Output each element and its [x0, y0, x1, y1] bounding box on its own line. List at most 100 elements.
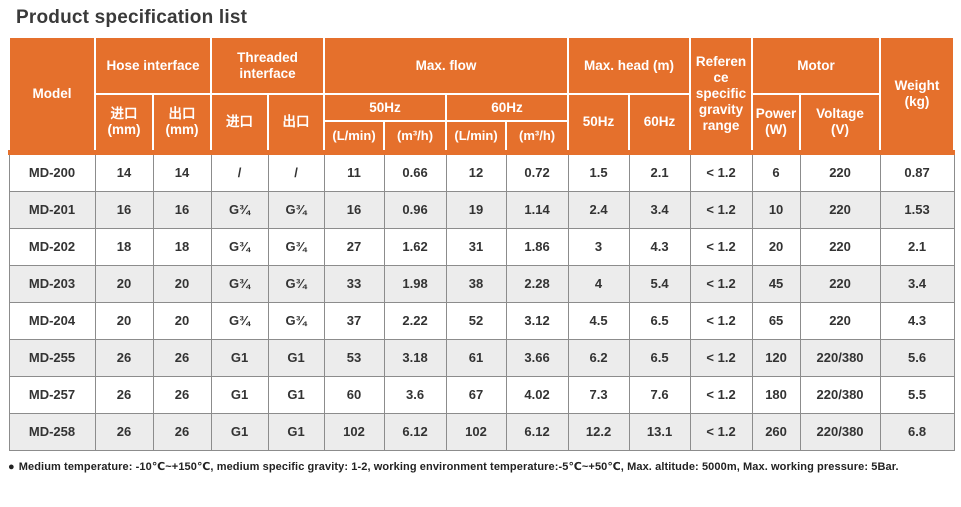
cell-value: 12.2	[567, 412, 630, 451]
cell-value: 52	[445, 301, 507, 340]
cell-value: 1.86	[505, 227, 569, 266]
cell-value: 220/380	[799, 338, 881, 377]
footnote-text: Medium temperature: -10℃~+150℃, medium s…	[18, 460, 899, 473]
cell-value: 1.98	[383, 264, 447, 303]
cell-value: 31	[445, 227, 507, 266]
col-group-max-flow: Max. flow	[323, 36, 570, 95]
table-row: MD-257 26 26 G1 G1 60 3.6 67 4.02 7.3 7.6 < 1.2 180 2…	[8, 375, 955, 414]
cell-value: 26	[152, 338, 212, 377]
table-row: MD-204 20 20 G¾ G¾ 37 2.22 52 3.12 4.5 6.5 < 1.2 65 2…	[8, 301, 955, 340]
cell-value: 4	[567, 264, 630, 303]
col-header-head-50hz: 50Hz	[567, 93, 631, 155]
table-row: MD-200 14 14//11 0.66 12 0.72 1.5 2.1 < 1.2 6 220 0…	[8, 151, 955, 192]
col-group-max-head: Max. head (m)	[567, 36, 692, 95]
cell-value: 20	[152, 301, 212, 340]
table-row: MD-201 16 16 G¾ G¾ 16 0.96 19 1.14 2.4 3.4 < 1.2 10 2…	[8, 190, 955, 229]
cell-value: G1	[210, 375, 269, 414]
cell-value: /	[210, 151, 269, 192]
cell-value: 4.5	[567, 301, 630, 340]
cell-value: 3.18	[383, 338, 447, 377]
cell-value: 16	[94, 190, 154, 229]
cell-value: G1	[210, 338, 269, 377]
cell-value: < 1.2	[689, 190, 753, 229]
col-header-flow50-lmin: (L/min)	[323, 120, 386, 155]
cell-model: MD-258	[8, 412, 96, 451]
cell-value: 3	[567, 227, 630, 266]
cell-value: 5.5	[879, 375, 955, 414]
cell-value: < 1.2	[689, 338, 753, 377]
col-header-hose-outlet: 出口 (mm)	[151, 93, 213, 155]
cell-model: MD-201	[8, 190, 96, 229]
cell-value: 26	[152, 412, 212, 451]
cell-value: 3.6	[383, 375, 447, 414]
cell-value: 10	[751, 190, 801, 229]
cell-value: 60	[323, 375, 385, 414]
cell-value: 26	[94, 338, 154, 377]
cell-value: 220/380	[799, 375, 881, 414]
header-row-2: 进口 (mm) 出口 (mm) 进口 出口 50Hz 60Hz 50Hz 60H…	[9, 93, 954, 155]
cell-value: 6.12	[505, 412, 569, 451]
cell-value: 3.4	[879, 264, 955, 303]
cell-value: 180	[751, 375, 801, 414]
cell-value: 1.5	[567, 151, 630, 192]
cell-value: 33	[323, 264, 385, 303]
cell-value: 7.6	[628, 375, 691, 414]
cell-value: G¾	[210, 264, 269, 303]
cell-value: 1.53	[879, 190, 955, 229]
cell-value: 2.4	[567, 190, 630, 229]
cell-value: G1	[267, 375, 325, 414]
cell-value: 53	[323, 338, 385, 377]
cell-value: < 1.2	[689, 301, 753, 340]
cell-value: 19	[445, 190, 507, 229]
cell-value: 2.1	[879, 227, 955, 266]
cell-value: 0.96	[383, 190, 447, 229]
cell-value: 26	[94, 375, 154, 414]
page-title: Product specification list	[16, 7, 248, 28]
cell-value: 4.3	[628, 227, 691, 266]
cell-value: G¾	[267, 190, 325, 229]
cell-value: 6.5	[628, 338, 691, 377]
cell-value: 3.12	[505, 301, 569, 340]
cell-value: < 1.2	[689, 264, 753, 303]
col-group-flow-50hz: 50Hz	[323, 93, 448, 122]
cell-value: < 1.2	[689, 375, 753, 414]
cell-value: 20	[152, 264, 212, 303]
table-row: MD-258 26 26 G1 G1 102 6.12 102 6.12 12.2 13.1 < 1.…	[8, 412, 955, 451]
cell-value: 3.66	[505, 338, 569, 377]
col-header-threaded-inlet: 进口	[210, 93, 270, 155]
cell-value: 11	[323, 151, 385, 192]
cell-value: G1	[210, 412, 269, 451]
cell-value: 6.12	[383, 412, 447, 451]
header-row-3: (L/min) (m³/h) (L/min) (m³/h)	[9, 120, 954, 155]
col-header-power: Power (W)	[751, 93, 802, 155]
cell-value: 13.1	[628, 412, 691, 451]
col-group-threaded-interface: Threaded interface	[210, 36, 326, 95]
cell-model: MD-200	[8, 151, 96, 192]
cell-value: 220/380	[799, 412, 881, 451]
col-group-hose-interface: Hose interface	[93, 36, 213, 95]
col-group-flow-60hz: 60Hz	[445, 93, 570, 122]
cell-value: 220	[799, 151, 881, 192]
cell-value: 2.1	[628, 151, 691, 192]
col-header-reference-gravity: Reference specific gravity range	[689, 36, 754, 155]
cell-value: 26	[152, 375, 212, 414]
cell-value: 5.6	[879, 338, 955, 377]
cell-value: 14	[94, 151, 154, 192]
cell-value: 220	[799, 190, 881, 229]
col-header-flow60-lmin: (L/min)	[445, 120, 508, 155]
cell-value: 61	[445, 338, 507, 377]
cell-value: 2.28	[505, 264, 569, 303]
cell-value: 37	[323, 301, 385, 340]
col-header-voltage: Voltage (V)	[799, 93, 882, 155]
cell-value: 4.02	[505, 375, 569, 414]
bullet-icon: ●	[8, 460, 15, 473]
cell-value: G1	[267, 412, 325, 451]
cell-value: 3.4	[628, 190, 691, 229]
col-group-motor: Motor	[751, 36, 882, 95]
cell-value: 102	[323, 412, 385, 451]
cell-value: G¾	[210, 190, 269, 229]
cell-value: 5.4	[628, 264, 691, 303]
cell-value: 20	[751, 227, 801, 266]
col-header-threaded-outlet: 出口	[267, 93, 326, 155]
header-row-1: Model Hose interface Threaded interface …	[8, 36, 956, 155]
